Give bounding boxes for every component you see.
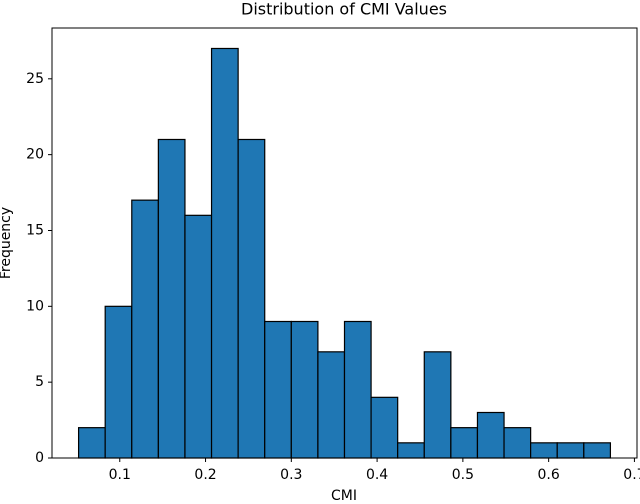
x-tick-label: 0.3 bbox=[280, 467, 302, 483]
y-axis-label: Frequency bbox=[0, 207, 14, 279]
bar bbox=[503, 427, 532, 459]
bar bbox=[476, 411, 505, 459]
bar bbox=[450, 427, 479, 459]
x-tick-label: 0.4 bbox=[366, 467, 388, 483]
bar bbox=[423, 351, 452, 459]
chart-title: Distribution of CMI Values bbox=[241, 0, 447, 19]
x-tick-label: 0.6 bbox=[538, 467, 560, 483]
y-tick-label: 0 bbox=[35, 450, 44, 466]
bar bbox=[343, 320, 372, 459]
bar bbox=[264, 320, 292, 459]
bar bbox=[370, 396, 399, 459]
x-tick-label: 0.1 bbox=[109, 467, 131, 483]
plot-frame bbox=[51, 27, 638, 459]
bar bbox=[210, 47, 239, 459]
bar bbox=[131, 199, 159, 459]
y-tick-label: 10 bbox=[26, 298, 44, 314]
y-tick-label: 20 bbox=[26, 147, 44, 163]
x-tick-label: 0.7 bbox=[623, 467, 640, 483]
bar bbox=[583, 442, 612, 459]
bar bbox=[556, 442, 585, 459]
bar bbox=[397, 442, 425, 459]
y-tick-label: 15 bbox=[26, 222, 44, 238]
y-tick-label: 5 bbox=[35, 374, 44, 390]
bar bbox=[290, 320, 319, 459]
bar bbox=[530, 442, 558, 459]
bar bbox=[77, 427, 106, 459]
bar bbox=[237, 138, 266, 459]
y-tick-label: 25 bbox=[26, 71, 44, 87]
bar bbox=[317, 351, 346, 459]
x-tick-label: 0.2 bbox=[194, 467, 216, 483]
bar bbox=[157, 138, 186, 459]
x-tick-label: 0.5 bbox=[452, 467, 474, 483]
bar bbox=[184, 214, 213, 459]
x-axis-label: CMI bbox=[331, 488, 357, 504]
bar bbox=[104, 305, 133, 459]
